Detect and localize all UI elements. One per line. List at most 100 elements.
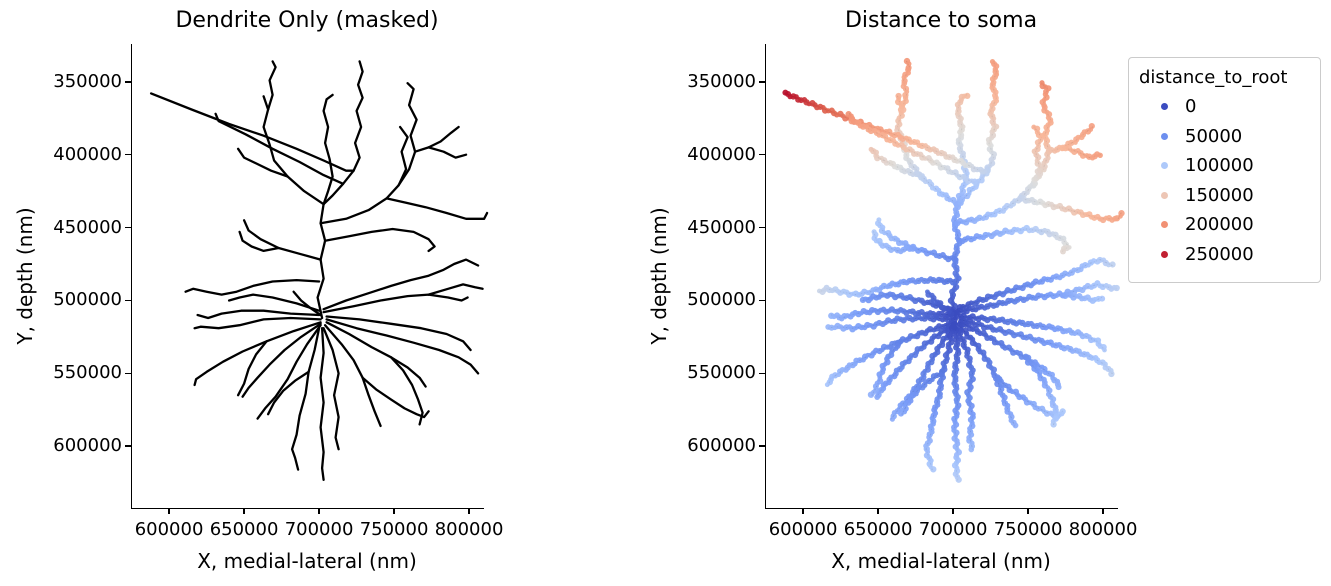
legend: distance_to_root 0 50000 100000 150000 20000… (1128, 57, 1321, 283)
legend-dot-icon (1161, 132, 1168, 140)
legend-entry: 150000 (1139, 181, 1320, 211)
y-tick-mark (759, 445, 765, 448)
legend-value: 50000 (1185, 125, 1243, 147)
legend-entry: 250000 (1139, 240, 1320, 270)
scatter-dot (874, 394, 881, 400)
y-tick-label: 550000 (687, 362, 756, 384)
legend-value: 0 (1185, 96, 1197, 118)
scatter-dot (1079, 152, 1087, 159)
x-tick-label: 700000 (918, 519, 988, 540)
scatter-dot (964, 92, 971, 99)
x-tick-mark (1102, 508, 1104, 514)
scatter-dot (845, 111, 852, 118)
x-tick-mark (318, 508, 320, 514)
y-tick-label: 450000 (53, 216, 122, 238)
legend-entry: 50000 (1139, 122, 1320, 152)
scatter-dot (868, 146, 874, 152)
y-tick-label: 500000 (687, 289, 756, 311)
scatter-dot (871, 229, 877, 235)
x-tick-mark (1027, 508, 1029, 514)
x-tick-label: 750000 (359, 519, 429, 540)
y-tick-mark (759, 372, 765, 375)
scatter-dot (879, 132, 886, 139)
y-tick-mark (125, 445, 131, 448)
y-tick-label: 600000 (53, 435, 122, 457)
right-plot-area: 600000 650000 700000 750000 800000 350000 4000… (687, 44, 1137, 540)
y-tick-mark (125, 299, 131, 302)
legend-dot-icon (1161, 250, 1168, 258)
scatter-dot (867, 391, 875, 398)
legend-dot-icon (1161, 162, 1168, 170)
right-x-axis-label: X, medial-lateral (nm) (831, 549, 1051, 573)
scatter-dot (968, 446, 975, 453)
legend-value: 250000 (1185, 243, 1254, 265)
x-tick-label: 800000 (434, 519, 504, 540)
y-tick-mark (759, 299, 765, 302)
scatter-dot (955, 476, 962, 483)
y-tick-mark (759, 153, 765, 156)
x-tick-mark (243, 508, 245, 514)
left-panel-title: Dendrite Only (masked) (175, 8, 439, 33)
legend-dot-icon (1161, 221, 1168, 229)
scatter-dot (930, 466, 937, 473)
y-tick-label: 600000 (687, 435, 756, 457)
scatter-dot (1108, 370, 1115, 378)
x-tick-label: 600000 (768, 519, 838, 540)
y-tick-label: 400000 (687, 143, 756, 165)
scatter-dot (1096, 256, 1103, 263)
scatter-dot (950, 196, 957, 204)
scatter-dot (1060, 248, 1066, 255)
scatter-dot (1088, 123, 1095, 130)
y-tick-label: 500000 (53, 289, 122, 311)
x-tick-mark (393, 508, 395, 514)
dendrite-skeleton-plot (149, 60, 489, 481)
scatter-dot (989, 59, 996, 65)
scatter-dot (884, 229, 892, 237)
left-plot-area: 600000 650000 700000 750000 800000 350000 4000… (53, 44, 503, 540)
legend-title: distance_to_root (1139, 67, 1288, 88)
x-tick-label: 650000 (209, 519, 279, 540)
legend-entries: 0 50000 100000 150000 200000 250000 (1139, 92, 1320, 269)
scatter-dot (1109, 261, 1116, 268)
y-tick-label: 350000 (687, 70, 756, 92)
right-panel-title: Distance to soma (844, 8, 1038, 33)
scatter-dot (828, 312, 835, 319)
scatter-dot (1012, 422, 1019, 429)
x-tick-mark (952, 508, 954, 514)
scatter-dot (905, 64, 912, 71)
scatter-dot (1099, 295, 1106, 302)
legend-value: 150000 (1185, 184, 1254, 206)
x-tick-label: 700000 (284, 519, 354, 540)
x-tick-mark (877, 508, 879, 514)
legend-dot-icon (1161, 191, 1168, 199)
scatter-dot (1068, 139, 1075, 146)
scatter-dot (1004, 202, 1011, 209)
legend-value: 100000 (1185, 155, 1254, 177)
y-tick-label: 450000 (687, 216, 756, 238)
scatter-dot (1102, 347, 1107, 353)
x-tick-label: 600000 (134, 519, 204, 540)
scatter-dot (1039, 80, 1045, 86)
scatter-dot (925, 289, 930, 295)
scatter-dot (889, 416, 895, 422)
y-tick-label: 350000 (53, 70, 122, 92)
scatter-dot (1031, 124, 1037, 130)
left-x-axis-label: X, medial-lateral (nm) (197, 549, 417, 573)
scatter-dot (1050, 421, 1057, 428)
scatter-dot (816, 288, 822, 294)
scatter-dot (825, 324, 832, 330)
x-tick-label: 650000 (843, 519, 913, 540)
scatter-dot (898, 410, 904, 417)
scatter-dot (1059, 408, 1066, 415)
legend-value: 200000 (1185, 214, 1254, 236)
scatter-dot (824, 382, 830, 388)
y-tick-mark (125, 80, 131, 83)
scatter-dot (1097, 152, 1103, 158)
y-tick-mark (125, 226, 131, 229)
scatter-dot (1113, 284, 1120, 292)
distance-scatter-plot (782, 57, 1125, 483)
scatter-dot (859, 296, 867, 304)
legend-entry: 200000 (1139, 210, 1320, 240)
x-tick-label: 800000 (1068, 519, 1138, 540)
